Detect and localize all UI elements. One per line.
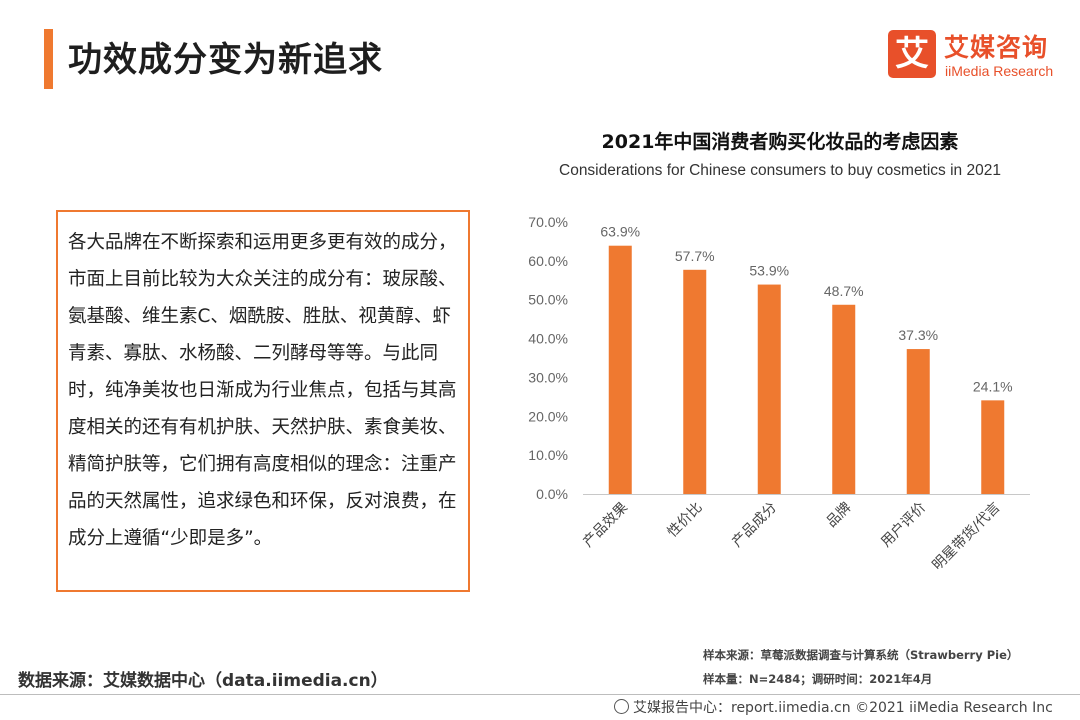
- bar: [906, 349, 930, 494]
- sample-source-note: 样本来源：草莓派数据调查与计算系统（Strawberry Pie）: [703, 648, 1019, 662]
- footer-divider: [0, 694, 1080, 695]
- bar-value-label: 63.9%: [600, 224, 640, 240]
- y-tick-label: 60.0%: [528, 253, 568, 269]
- iimedia-logo: 艾 艾媒咨询 iiMedia Research: [888, 30, 1068, 82]
- y-tick-label: 30.0%: [528, 369, 568, 385]
- x-tick-label: 明星带货/代言: [929, 499, 1004, 574]
- globe-icon: [614, 699, 629, 714]
- logo-name-en: iiMedia Research: [945, 63, 1054, 79]
- logo-name-cn: 艾媒咨询: [944, 33, 1049, 62]
- x-tick-label: 产品成分: [729, 500, 780, 551]
- bar-value-label: 57.7%: [675, 248, 715, 264]
- y-tick-label: 20.0%: [528, 408, 568, 424]
- bar-value-label: 48.7%: [824, 283, 864, 299]
- y-tick-label: 10.0%: [528, 447, 568, 463]
- chart-subtitle: Considerations for Chinese consumers to …: [559, 162, 1001, 179]
- logo-mark-icon: 艾: [888, 30, 936, 78]
- bar: [608, 245, 632, 494]
- y-tick-label: 70.0%: [528, 214, 568, 230]
- sample-info-note: 样本量：N=2484；调研时间：2021年4月: [703, 672, 933, 686]
- y-tick-label: 0.0%: [536, 486, 568, 502]
- description-text-box: 各大品牌在不断探索和运用更多更有效的成分，市面上目前比较为大众关注的成分有：玻尿…: [56, 210, 470, 592]
- bar-value-label: 37.3%: [898, 327, 938, 343]
- bar: [832, 304, 856, 494]
- footer: 艾媒报告中心：report.iimedia.cn ©2021 iiMedia R…: [614, 697, 1053, 717]
- y-tick-label: 50.0%: [528, 292, 568, 308]
- x-tick-label: 品牌: [823, 499, 855, 531]
- bar-value-label: 24.1%: [973, 378, 1013, 394]
- chart-title: 2021年中国消费者购买化妆品的考虑因素: [601, 131, 959, 153]
- x-tick-label: 产品效果: [580, 500, 631, 551]
- y-tick-label: 40.0%: [528, 331, 568, 347]
- footer-text: 艾媒报告中心：report.iimedia.cn ©2021 iiMedia R…: [633, 700, 1053, 716]
- page-title: 功效成分变为新追求: [68, 40, 383, 80]
- bar: [981, 400, 1005, 494]
- bar: [757, 284, 781, 494]
- bar-value-label: 53.9%: [749, 263, 789, 279]
- x-tick-label: 性价比: [665, 500, 706, 541]
- x-tick-label: 用户评价: [877, 499, 929, 551]
- bar: [683, 269, 707, 494]
- data-source-label: 数据来源：艾媒数据中心（data.iimedia.cn）: [18, 671, 388, 691]
- title-accent-bar: [44, 29, 53, 89]
